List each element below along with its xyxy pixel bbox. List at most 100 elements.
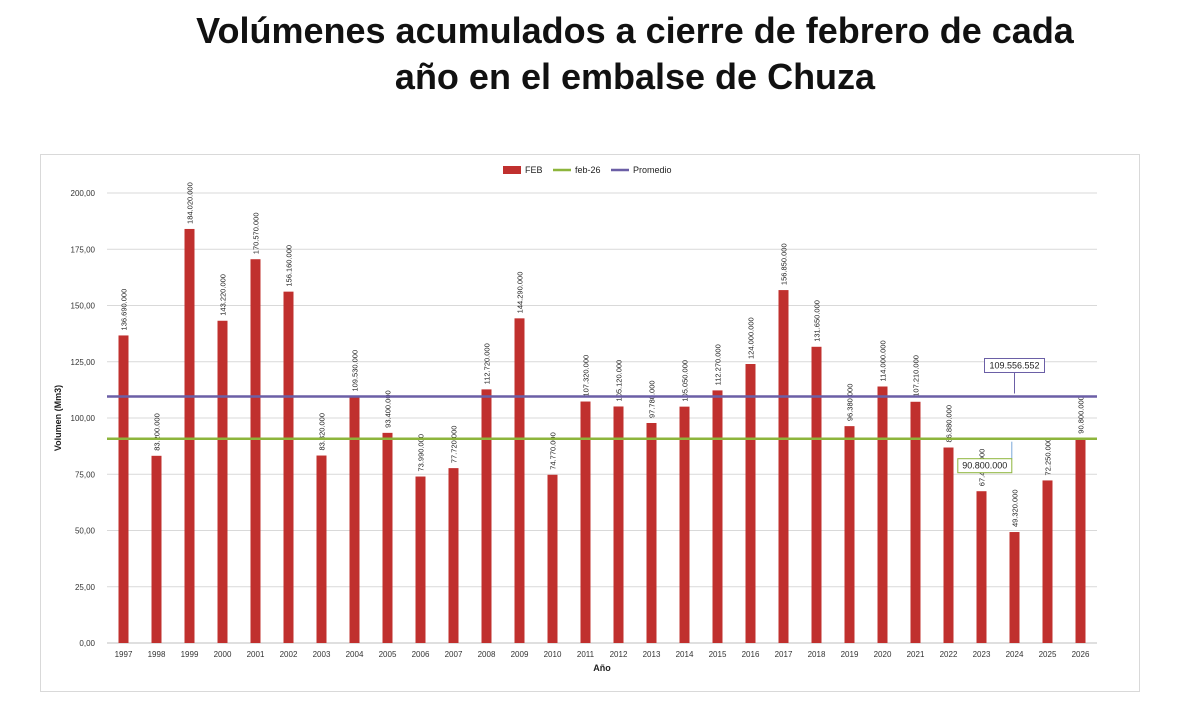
bar xyxy=(943,447,954,643)
bar xyxy=(349,396,360,643)
bar xyxy=(514,318,525,643)
bar xyxy=(382,432,393,643)
bar xyxy=(283,291,294,643)
y-tick-label: 75,00 xyxy=(75,470,96,479)
x-tick-label: 2011 xyxy=(577,650,595,659)
x-tick-label: 2018 xyxy=(808,650,826,659)
bar xyxy=(118,335,129,643)
bar xyxy=(316,455,327,643)
x-tick-label: 2001 xyxy=(247,650,265,659)
data-label: 83.200.000 xyxy=(153,413,162,451)
promedio-callout-box xyxy=(984,357,1045,373)
x-tick-label: 1997 xyxy=(115,650,133,659)
x-tick-label: 2014 xyxy=(676,650,694,659)
data-label: 131.650.000 xyxy=(813,300,822,342)
data-label: 96.380.000 xyxy=(846,384,855,422)
y-tick-label: 200,00 xyxy=(71,189,96,198)
x-tick-label: 2025 xyxy=(1039,650,1057,659)
data-label: 112.270.000 xyxy=(714,344,723,385)
bar xyxy=(481,389,492,643)
y-tick-label: 50,00 xyxy=(75,527,96,536)
data-label: 73.990.000 xyxy=(417,434,426,472)
y-tick-label: 175,00 xyxy=(71,245,96,254)
data-label: 93.400.000 xyxy=(384,390,393,428)
bar xyxy=(1075,438,1086,643)
y-tick-label: 125,00 xyxy=(71,358,96,367)
x-tick-label: 2009 xyxy=(511,650,529,659)
bar xyxy=(976,491,987,643)
bar xyxy=(910,401,921,643)
data-label: 97.780.000 xyxy=(648,380,657,418)
data-label: 112.720.000 xyxy=(483,343,492,384)
promedio-callout-text: 109.556.552 xyxy=(989,360,1039,370)
x-tick-label: 2008 xyxy=(478,650,496,659)
x-tick-label: 2019 xyxy=(841,650,859,659)
bar xyxy=(679,406,690,643)
data-label: 49.320.000 xyxy=(1011,489,1020,527)
data-label: 77.720.000 xyxy=(450,426,459,464)
x-tick-label: 2024 xyxy=(1006,650,1024,659)
legend-swatch-feb xyxy=(503,166,521,174)
feb-26-callout-box xyxy=(957,458,1013,474)
bar xyxy=(547,474,558,643)
legend-label-feb: FEB xyxy=(525,165,543,175)
bar xyxy=(217,320,228,643)
x-tick-label: 2013 xyxy=(643,650,661,659)
data-label: 83.320.000 xyxy=(318,413,327,451)
x-tick-label: 2004 xyxy=(346,650,364,659)
bar xyxy=(184,228,195,643)
bar xyxy=(646,422,657,643)
data-label: 144.290.000 xyxy=(516,272,525,314)
data-label: 170.570.000 xyxy=(252,212,261,254)
x-tick-label: 2003 xyxy=(313,650,331,659)
y-tick-label: 25,00 xyxy=(75,583,96,592)
x-tick-label: 2022 xyxy=(940,650,958,659)
bar xyxy=(250,259,261,643)
data-label: 156.850.000 xyxy=(780,243,789,285)
data-label: 105.050.000 xyxy=(681,360,690,402)
x-tick-label: 2000 xyxy=(214,650,232,659)
bar xyxy=(1009,532,1020,643)
data-label: 107.320.000 xyxy=(582,355,591,397)
data-label: 114.000.000 xyxy=(879,340,888,381)
x-axis-title: Año xyxy=(593,663,611,673)
data-label: 124.000.000 xyxy=(747,317,756,359)
x-tick-label: 1998 xyxy=(148,650,166,659)
x-tick-label: 2016 xyxy=(742,650,760,659)
bar xyxy=(712,390,723,643)
data-label: 136.690.000 xyxy=(120,289,129,331)
data-label: 184.020.000 xyxy=(186,182,195,224)
bar xyxy=(745,364,756,643)
x-tick-label: 2021 xyxy=(907,650,925,659)
bar xyxy=(1042,480,1053,643)
bar xyxy=(151,455,162,643)
bar xyxy=(844,426,855,643)
title-line-2: año en el embalse de Chuza xyxy=(394,56,876,97)
y-axis-title: Volumen (Mm3) xyxy=(53,385,63,451)
bar xyxy=(448,468,459,643)
feb-26-callout-text: 90.800.000 xyxy=(962,461,1007,471)
page-title: Volúmenes acumulados a cierre de febrero… xyxy=(0,8,1200,100)
x-tick-label: 2026 xyxy=(1072,650,1090,659)
data-label: 86.880.000 xyxy=(945,405,954,443)
bar xyxy=(415,476,426,643)
volume-bar-chart: 0,00 25,00 50,00 75,00 100,00 125,00 150,00 175… xyxy=(53,165,1097,673)
y-tick-label: 150,00 xyxy=(71,302,96,311)
bar xyxy=(877,386,888,643)
data-label: 156.160.000 xyxy=(285,245,294,287)
bar xyxy=(811,346,822,643)
x-tick-label: 2007 xyxy=(445,650,463,659)
data-label: 105.120.000 xyxy=(615,360,624,402)
x-tick-label: 2006 xyxy=(412,650,430,659)
title-line-1: Volúmenes acumulados a cierre de febrero… xyxy=(196,10,1074,51)
y-tick-label: 0,00 xyxy=(79,639,95,648)
x-tick-label: 1999 xyxy=(181,650,199,659)
x-tick-label: 2020 xyxy=(874,650,892,659)
bar xyxy=(580,401,591,643)
data-label: 143.220.000 xyxy=(219,274,228,316)
x-tick-label: 2015 xyxy=(709,650,727,659)
data-label: 90.800.000 xyxy=(1077,396,1086,434)
bar xyxy=(778,290,789,643)
legend-label-promedio: Promedio xyxy=(633,165,672,175)
data-label: 107.210.000 xyxy=(912,355,921,397)
